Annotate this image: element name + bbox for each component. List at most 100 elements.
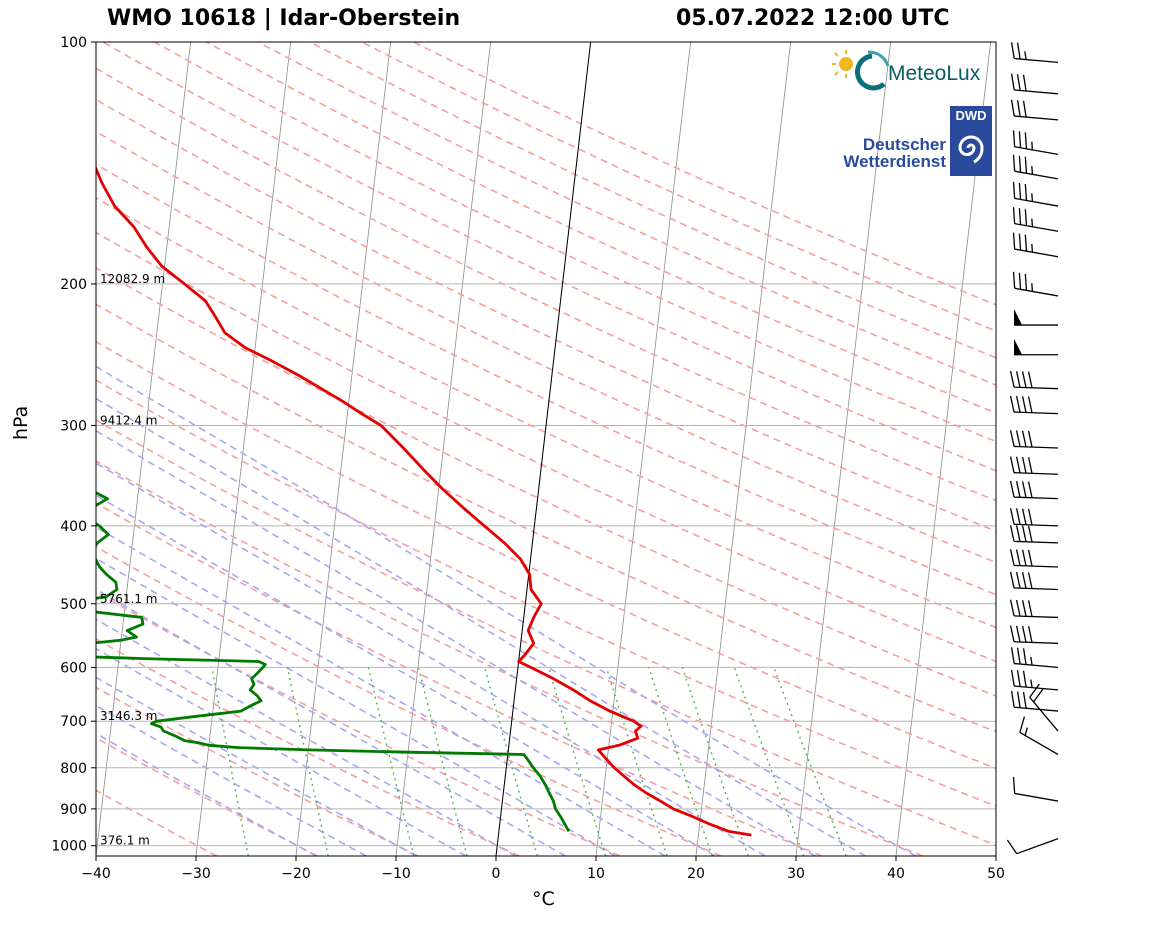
y-tick-label: 400: [60, 519, 87, 535]
dry-adiabat: [96, 130, 996, 564]
dwd-name-line2: Wetterdienst: [843, 152, 946, 171]
height-label: 3146.3 m: [100, 709, 158, 723]
y-tick-label: 1000: [51, 839, 87, 855]
wind-barb: [1019, 716, 1059, 756]
x-axis-label: °C: [532, 888, 555, 910]
dry-adiabat: [96, 197, 996, 629]
height-label: 9412.4 m: [100, 413, 158, 427]
wind-barb: [1009, 508, 1059, 527]
y-tick-label: 700: [60, 714, 87, 730]
y-tick-label: 200: [60, 277, 87, 293]
temperature-profile: [96, 165, 752, 837]
y-tick-label: 500: [60, 597, 87, 613]
wind-barb: [1009, 571, 1059, 591]
x-tick-label: 30: [787, 866, 805, 882]
wind-barb: [1009, 625, 1059, 644]
isotherm-line: [395, 42, 492, 856]
dry-adiabat: [96, 545, 722, 856]
dwd-name-line1: Deutscher: [863, 135, 947, 154]
dry-adiabat: [413, 42, 996, 306]
dry-adiabat: [96, 638, 520, 856]
wind-barb: [1029, 683, 1059, 732]
dry-adiabat: [96, 379, 996, 808]
wind-barb: [1014, 309, 1058, 326]
wind-barb: [1010, 647, 1059, 669]
wind-barb: [1012, 154, 1059, 180]
y-tick-label: 900: [60, 802, 87, 818]
wind-barb: [1014, 338, 1058, 356]
mixing-ratio-line: [211, 667, 250, 856]
isotherm-line: [295, 42, 392, 856]
moist-adiabat: [96, 588, 566, 856]
mixing-ratio-line: [773, 667, 847, 856]
y-tick-label: 300: [60, 418, 87, 434]
dry-adiabat: [96, 502, 823, 856]
wind-barb: [1009, 395, 1059, 415]
wind-barb: [1009, 430, 1059, 449]
wind-barb: [1010, 99, 1059, 121]
height-label: 12082.9 m: [100, 272, 165, 286]
x-tick-label: 40: [887, 866, 905, 882]
height-label: 5761.1 m: [100, 592, 158, 606]
moist-adiabat: [96, 429, 816, 856]
dry-adiabat: [96, 460, 923, 856]
x-tick-label: 10: [587, 866, 605, 882]
dry-adiabat: [361, 42, 996, 332]
dry-adiabat: [96, 789, 217, 856]
height-label: 376.1 m: [100, 834, 150, 848]
dry-adiabat: [96, 231, 996, 663]
mixing-ratio-line: [367, 667, 415, 856]
wind-barb: [1009, 370, 1059, 390]
moist-adiabat: [96, 557, 616, 856]
y-axis-label: hPa: [10, 405, 32, 440]
wind-barb: [1009, 599, 1059, 619]
mixing-ratio-line: [484, 667, 539, 856]
dry-adiabat: [205, 42, 996, 414]
meteolux-logo: MeteoLux: [832, 50, 981, 91]
wind-barb: [1010, 42, 1059, 63]
moist-adiabat: [96, 647, 467, 856]
isotherm-line: [595, 42, 692, 856]
dry-adiabat: [257, 42, 996, 386]
dry-adiabat: [96, 266, 996, 697]
wind-barb: [1009, 549, 1059, 568]
dry-adiabat: [96, 686, 419, 856]
moist-adiabat: [96, 526, 666, 856]
wind-barb: [1010, 690, 1059, 712]
x-tick-label: −40: [81, 866, 111, 882]
chart-title-station: WMO 10618 | Idar-Oberstein: [107, 6, 461, 31]
wind-barb: [1012, 130, 1059, 156]
mixing-ratio-line: [648, 667, 713, 856]
isotherm-line: [195, 42, 292, 856]
meteolux-wordmark: MeteoLux: [888, 62, 981, 85]
mixing-ratio-line: [286, 667, 329, 856]
dry-adiabat: [96, 303, 996, 733]
wind-barb: [1012, 207, 1059, 232]
isotherm-line: [96, 42, 192, 856]
dewpoint-profile: [96, 491, 571, 833]
wind-barb: [1012, 271, 1059, 297]
x-tick-label: 50: [987, 866, 1005, 882]
moist-adiabat: [96, 462, 766, 856]
x-tick-label: −10: [381, 866, 411, 882]
dry-adiabat: [96, 67, 996, 502]
y-tick-label: 800: [60, 761, 87, 777]
mixing-ratio-line: [733, 667, 805, 856]
wind-barb: [1006, 838, 1059, 855]
wind-barb: [1009, 525, 1059, 544]
wind-barb: [1010, 73, 1059, 95]
x-tick-label: 0: [492, 866, 501, 882]
moist-adiabat: [96, 397, 866, 856]
mixing-ratio-line: [548, 667, 607, 856]
x-tick-label: −20: [281, 866, 311, 882]
isotherm-line: [695, 42, 792, 856]
mixing-ratio-line: [605, 667, 668, 856]
chart-title-datetime: 05.07.2022 12:00 UTC: [676, 6, 950, 31]
dwd-spiral-icon: [958, 135, 984, 164]
dwd-abbrev: DWD: [955, 108, 986, 123]
wind-barb: [1012, 181, 1059, 207]
isotherm-line: [995, 852, 996, 856]
wind-barb: [1009, 480, 1059, 500]
sun-icon: [832, 50, 853, 78]
